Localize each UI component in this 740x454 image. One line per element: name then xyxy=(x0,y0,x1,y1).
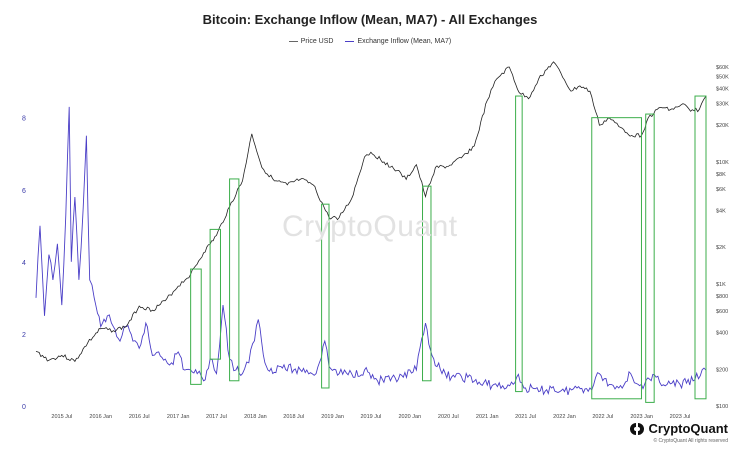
y-left-tick-label: 4 xyxy=(22,260,26,267)
chart-title: Bitcoin: Exchange Inflow (Mean, MA7) - A… xyxy=(202,12,538,27)
brand-name: CryptoQuant xyxy=(648,421,728,436)
y-right-tick-label: $1K xyxy=(716,282,726,288)
x-tick-label: 2017 Jan xyxy=(167,414,190,420)
y-right-tick-label: $40K xyxy=(716,86,729,92)
highlight-box xyxy=(321,203,330,389)
highlight-box xyxy=(694,95,707,400)
highlight-box xyxy=(645,113,655,403)
x-tick-label: 2018 Jan xyxy=(244,414,267,420)
y-right-tick-label: $60K xyxy=(716,65,729,71)
legend-swatch-price xyxy=(288,41,298,42)
x-tick-label: 2016 Jul xyxy=(129,414,150,420)
highlight-box xyxy=(190,268,202,385)
y-right-tick-label: $800 xyxy=(716,294,728,300)
y-right-tick-label: $20K xyxy=(716,123,729,129)
x-tick-label: 2021 Jul xyxy=(515,414,536,420)
legend-label-price: Price USD xyxy=(300,38,334,45)
brand-logo: CryptoQuant xyxy=(629,421,728,436)
y-right-tick-label: $200 xyxy=(716,367,728,373)
y-left-tick-label: 2 xyxy=(22,332,26,339)
price-usd-line xyxy=(35,61,707,363)
exchange-inflow-line xyxy=(35,106,707,396)
y-right-tick-label: $400 xyxy=(716,331,728,337)
y-left-tick-label: 6 xyxy=(22,188,26,195)
legend-swatch-inflow xyxy=(345,41,355,42)
x-tick-label: 2015 Jul xyxy=(51,414,72,420)
x-tick-label: 2020 Jul xyxy=(438,414,459,420)
watermark: CryptoQuant xyxy=(282,210,458,243)
highlight-box xyxy=(209,228,221,360)
x-tick-label: 2019 Jan xyxy=(321,414,344,420)
x-tick-label: 2020 Jan xyxy=(399,414,422,420)
legend: Price USD Exchange Inflow (Mean, MA7) xyxy=(0,38,740,45)
highlight-box xyxy=(591,117,642,400)
y-right-tick-label: $600 xyxy=(716,309,728,315)
cryptoquant-logo-icon xyxy=(629,422,644,435)
x-tick-label: 2019 Jul xyxy=(360,414,381,420)
y-right-tick-label: $30K xyxy=(716,102,729,108)
y-left-tick-label: 0 xyxy=(22,404,26,411)
highlight-box xyxy=(515,95,523,393)
brand-copyright: © CryptoQuant All rights reserved xyxy=(653,438,728,444)
y-right-tick-label: $50K xyxy=(716,75,729,81)
y-right-tick-label: $2K xyxy=(716,245,726,251)
y-right-tick-label: $6K xyxy=(716,187,726,193)
x-tick-label: 2022 Jul xyxy=(592,414,613,420)
highlight-box xyxy=(422,185,432,382)
x-tick-label: 2018 Jul xyxy=(283,414,304,420)
y-left-tick-label: 8 xyxy=(22,116,26,123)
x-tick-label: 2023 Jan xyxy=(630,414,653,420)
legend-item-inflow[interactable]: Exchange Inflow (Mean, MA7) xyxy=(345,38,451,45)
y-right-tick-label: $10K xyxy=(716,160,729,166)
legend-item-price[interactable]: Price USD xyxy=(288,38,334,45)
x-tick-label: 2016 Jan xyxy=(89,414,112,420)
x-tick-label: 2022 Jan xyxy=(553,414,576,420)
x-tick-label: 2017 Jul xyxy=(206,414,227,420)
highlight-box xyxy=(229,178,240,382)
x-tick-label: 2023 Jul xyxy=(670,414,691,420)
x-tick-label: 2021 Jan xyxy=(476,414,499,420)
y-right-tick-label: $4K xyxy=(716,209,726,215)
y-right-tick-label: $100 xyxy=(716,404,728,410)
y-right-tick-label: $8K xyxy=(716,172,726,178)
legend-label-inflow: Exchange Inflow (Mean, MA7) xyxy=(357,38,452,45)
